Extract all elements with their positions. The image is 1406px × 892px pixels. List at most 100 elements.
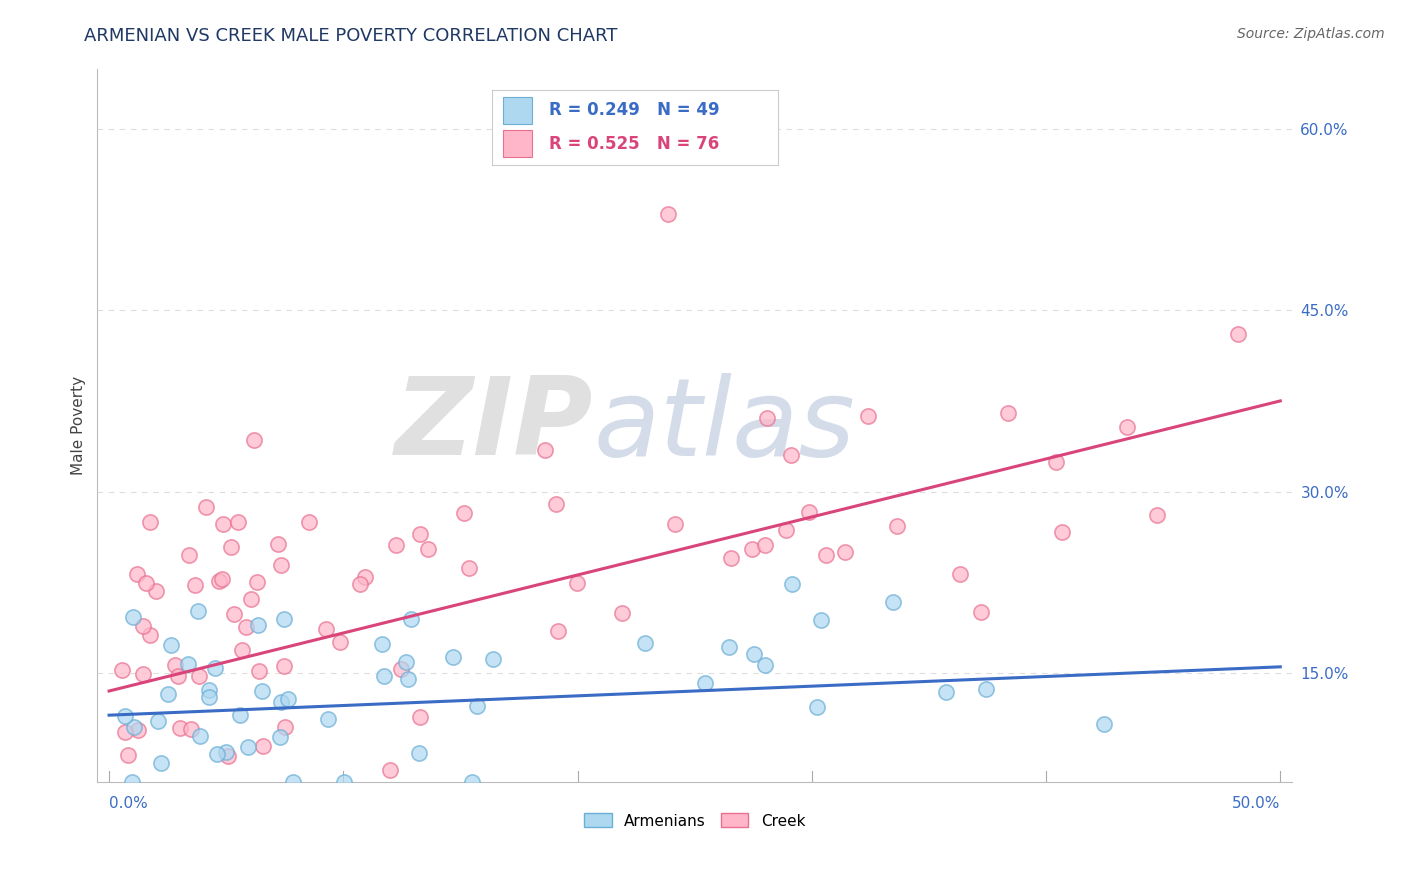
Point (273, 612, 295, 626)
Point (243, 434, 266, 448)
Point (754, 658, 776, 673)
Point (240, 592, 263, 607)
Point (148, 714, 170, 729)
Point (250, 684, 273, 698)
Point (970, 605, 993, 619)
Point (742, 647, 765, 661)
Point (610, 607, 633, 621)
Text: atlas: atlas (593, 373, 855, 477)
Point (720, 551, 742, 566)
Point (997, 406, 1019, 420)
Text: 50.0%: 50.0% (1232, 797, 1281, 811)
Point (179, 549, 201, 563)
Point (935, 685, 957, 699)
Point (198, 683, 221, 698)
Point (197, 690, 219, 704)
Point (127, 723, 149, 738)
Point (333, 774, 356, 789)
Point (1092, 717, 1115, 731)
Point (1146, 508, 1168, 522)
Point (810, 613, 832, 627)
Point (231, 642, 253, 657)
Point (664, 517, 686, 532)
Point (401, 612, 423, 626)
Point (1045, 455, 1067, 469)
Point (188, 730, 211, 744)
Point (145, 583, 167, 598)
Point (269, 730, 291, 744)
Point (1115, 420, 1137, 434)
Point (695, 676, 717, 690)
Point (834, 545, 856, 559)
Point (754, 538, 776, 552)
Point (135, 576, 157, 591)
Point (150, 756, 173, 771)
Point (780, 448, 803, 462)
Text: 0.0%: 0.0% (110, 797, 148, 811)
Point (775, 523, 797, 537)
Point (396, 673, 419, 687)
Point (274, 720, 297, 734)
Point (461, 774, 484, 789)
Point (277, 691, 299, 706)
Point (131, 618, 153, 632)
Legend: Armenians, Creek: Armenians, Creek (578, 807, 811, 835)
Point (882, 595, 904, 609)
Text: ZIP: ZIP (395, 372, 593, 478)
Point (211, 573, 233, 587)
Point (408, 746, 430, 760)
Point (273, 658, 295, 673)
Point (378, 763, 401, 777)
Point (315, 622, 337, 636)
Point (156, 687, 179, 701)
Point (718, 640, 741, 654)
Point (114, 709, 136, 723)
Point (354, 570, 377, 584)
Point (534, 442, 557, 457)
Point (547, 624, 569, 639)
Point (194, 500, 217, 514)
Point (176, 657, 198, 671)
Point (389, 662, 412, 676)
Point (252, 739, 274, 753)
Point (122, 610, 145, 624)
Point (246, 617, 269, 632)
Point (281, 774, 304, 789)
Point (215, 745, 238, 759)
Point (236, 740, 259, 755)
Point (409, 527, 432, 541)
Point (205, 747, 228, 761)
Point (270, 695, 292, 709)
Point (122, 720, 145, 734)
Point (815, 548, 838, 562)
Point (974, 681, 997, 696)
Point (858, 409, 880, 424)
Point (799, 505, 821, 519)
Point (453, 506, 475, 520)
Point (222, 607, 245, 622)
Text: ARMENIAN VS CREEK MALE POVERTY CORRELATION CHART: ARMENIAN VS CREEK MALE POVERTY CORRELATI… (84, 27, 617, 45)
Point (127, 566, 149, 581)
Point (1227, 327, 1250, 342)
Point (188, 669, 211, 683)
Point (180, 722, 202, 736)
Point (169, 721, 191, 735)
Point (163, 657, 186, 672)
Point (544, 497, 567, 511)
Text: Source: ZipAtlas.com: Source: ZipAtlas.com (1237, 27, 1385, 41)
Point (166, 669, 188, 683)
Point (217, 749, 239, 764)
Point (226, 515, 249, 529)
Point (657, 206, 679, 220)
Point (187, 605, 209, 619)
Point (229, 708, 252, 723)
Point (208, 574, 231, 588)
Point (329, 634, 352, 648)
Point (117, 747, 139, 762)
Point (160, 638, 183, 652)
Point (886, 518, 908, 533)
Point (247, 664, 270, 678)
Point (349, 577, 371, 591)
Point (316, 712, 339, 726)
Point (1052, 524, 1074, 539)
